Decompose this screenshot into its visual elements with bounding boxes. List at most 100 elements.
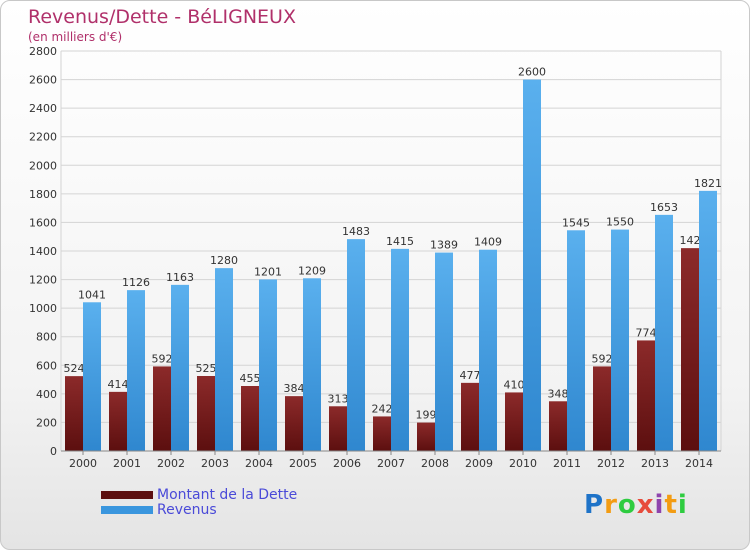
revenue-bar	[347, 239, 365, 451]
legend-swatch-revenue	[101, 505, 153, 514]
legend-item-revenue: Revenus	[101, 501, 297, 518]
debt-value-label: 592	[152, 352, 173, 365]
logo-letter: o	[617, 490, 637, 520]
debt-bar	[417, 422, 435, 451]
debt-bar	[593, 366, 611, 451]
y-tick-label: 2200	[29, 131, 57, 144]
revenue-bar	[479, 249, 497, 451]
x-tick-label: 2003	[201, 457, 229, 470]
legend-item-debt: Montant de la Dette	[101, 486, 298, 503]
y-tick-label: 1400	[29, 245, 57, 258]
y-tick-label: 1600	[29, 216, 57, 229]
logo-letter: x	[636, 490, 655, 520]
revenue-value-label: 1545	[562, 216, 590, 229]
debt-bar	[505, 392, 523, 451]
debt-value-label: 455	[240, 372, 261, 385]
y-tick-label: 1800	[29, 188, 57, 201]
legend-swatch-debt	[101, 490, 153, 499]
debt-bar	[373, 416, 391, 451]
debt-bar	[285, 396, 303, 451]
x-tick-label: 2014	[685, 457, 713, 470]
revenue-value-label: 1163	[166, 271, 194, 284]
y-tick-label: 1200	[29, 274, 57, 287]
logo-letter: P	[584, 490, 605, 520]
revenue-bar	[523, 79, 541, 452]
y-tick-label: 2400	[29, 102, 57, 115]
debt-bar	[549, 401, 567, 451]
y-tick-label: 200	[36, 416, 57, 429]
revenue-value-label: 1209	[298, 264, 326, 277]
revenue-bar	[435, 252, 453, 451]
y-tick-label: 400	[36, 388, 57, 401]
revenue-bar	[83, 302, 101, 451]
logo-letter: r	[604, 490, 618, 520]
revenue-value-label: 1550	[606, 216, 634, 229]
revenue-value-label: 2600	[518, 66, 546, 79]
debt-value-label: 410	[504, 378, 525, 391]
revenue-value-label: 1415	[386, 235, 414, 248]
revenue-value-label: 1409	[474, 236, 502, 249]
revenue-value-label: 1201	[254, 265, 282, 278]
chart-title: Revenus/Dette - BéLIGNEUX	[28, 6, 296, 28]
x-tick-label: 2005	[289, 457, 317, 470]
chart-subtitle: (en milliers d'€)	[28, 30, 123, 44]
x-tick-label: 2008	[421, 457, 449, 470]
debt-bar	[197, 376, 215, 451]
revenue-value-label: 1821	[694, 177, 722, 190]
debt-value-label: 242	[372, 402, 393, 415]
debt-bar	[241, 386, 259, 451]
revenue-bar	[259, 279, 277, 451]
revenue-bar	[611, 229, 629, 451]
bars-layer: 524 1041 414 1126 592 1163 525 1280 455 1201 384 12…	[64, 66, 722, 452]
logo-letter: t	[664, 490, 678, 520]
revenue-value-label: 1280	[210, 254, 238, 267]
logo-letter: i	[654, 490, 665, 520]
y-tick-label: 600	[36, 359, 57, 372]
x-tick-label: 2002	[157, 457, 185, 470]
x-tick-label: 2007	[377, 457, 405, 470]
debt-bar	[637, 340, 655, 451]
revenue-bar	[699, 190, 717, 451]
revenue-bar	[303, 278, 321, 451]
debt-value-label: 525	[196, 362, 217, 375]
legend: Montant de la Dette Revenus	[101, 486, 298, 518]
y-tick-label: 2800	[29, 45, 57, 58]
axis-layer: 0 200 400 600 800 1000 1200 1400 1600 1800 2000 220…	[29, 45, 721, 470]
revenue-bar	[171, 284, 189, 451]
debt-bar	[461, 382, 479, 451]
revenue-bar	[127, 290, 145, 451]
debt-value-label: 199	[416, 409, 437, 422]
y-tick-label: 1000	[29, 302, 57, 315]
revenue-value-label: 1483	[342, 225, 370, 238]
debt-value-label: 313	[328, 392, 349, 405]
x-tick-label: 2006	[333, 457, 361, 470]
revenue-bar	[567, 230, 585, 451]
legend-label-revenue: Revenus	[157, 501, 217, 518]
revenue-value-label: 1653	[650, 201, 678, 214]
debt-bar	[329, 406, 347, 451]
debt-bar	[153, 366, 171, 451]
x-tick-label: 2000	[69, 457, 97, 470]
debt-value-label: 592	[592, 352, 613, 365]
y-tick-label: 2600	[29, 74, 57, 87]
debt-value-label: 142	[680, 234, 701, 247]
debt-value-label: 774	[636, 326, 657, 339]
debt-bar	[681, 248, 699, 451]
revenue-value-label: 1389	[430, 239, 458, 252]
legend-label-debt: Montant de la Dette	[157, 486, 298, 503]
debt-value-label: 524	[64, 362, 85, 375]
revenue-bar	[215, 268, 233, 451]
x-tick-label: 2012	[597, 457, 625, 470]
revenue-bar	[655, 214, 673, 451]
debt-bar	[65, 376, 83, 451]
debt-bar	[109, 391, 127, 451]
x-tick-label: 2009	[465, 457, 493, 470]
revenue-value-label: 1126	[122, 276, 150, 289]
x-tick-label: 2004	[245, 457, 273, 470]
revenue-value-label: 1041	[78, 288, 106, 301]
y-tick-label: 800	[36, 331, 57, 344]
y-tick-label: 2000	[29, 159, 57, 172]
revenue-bar	[391, 248, 409, 451]
